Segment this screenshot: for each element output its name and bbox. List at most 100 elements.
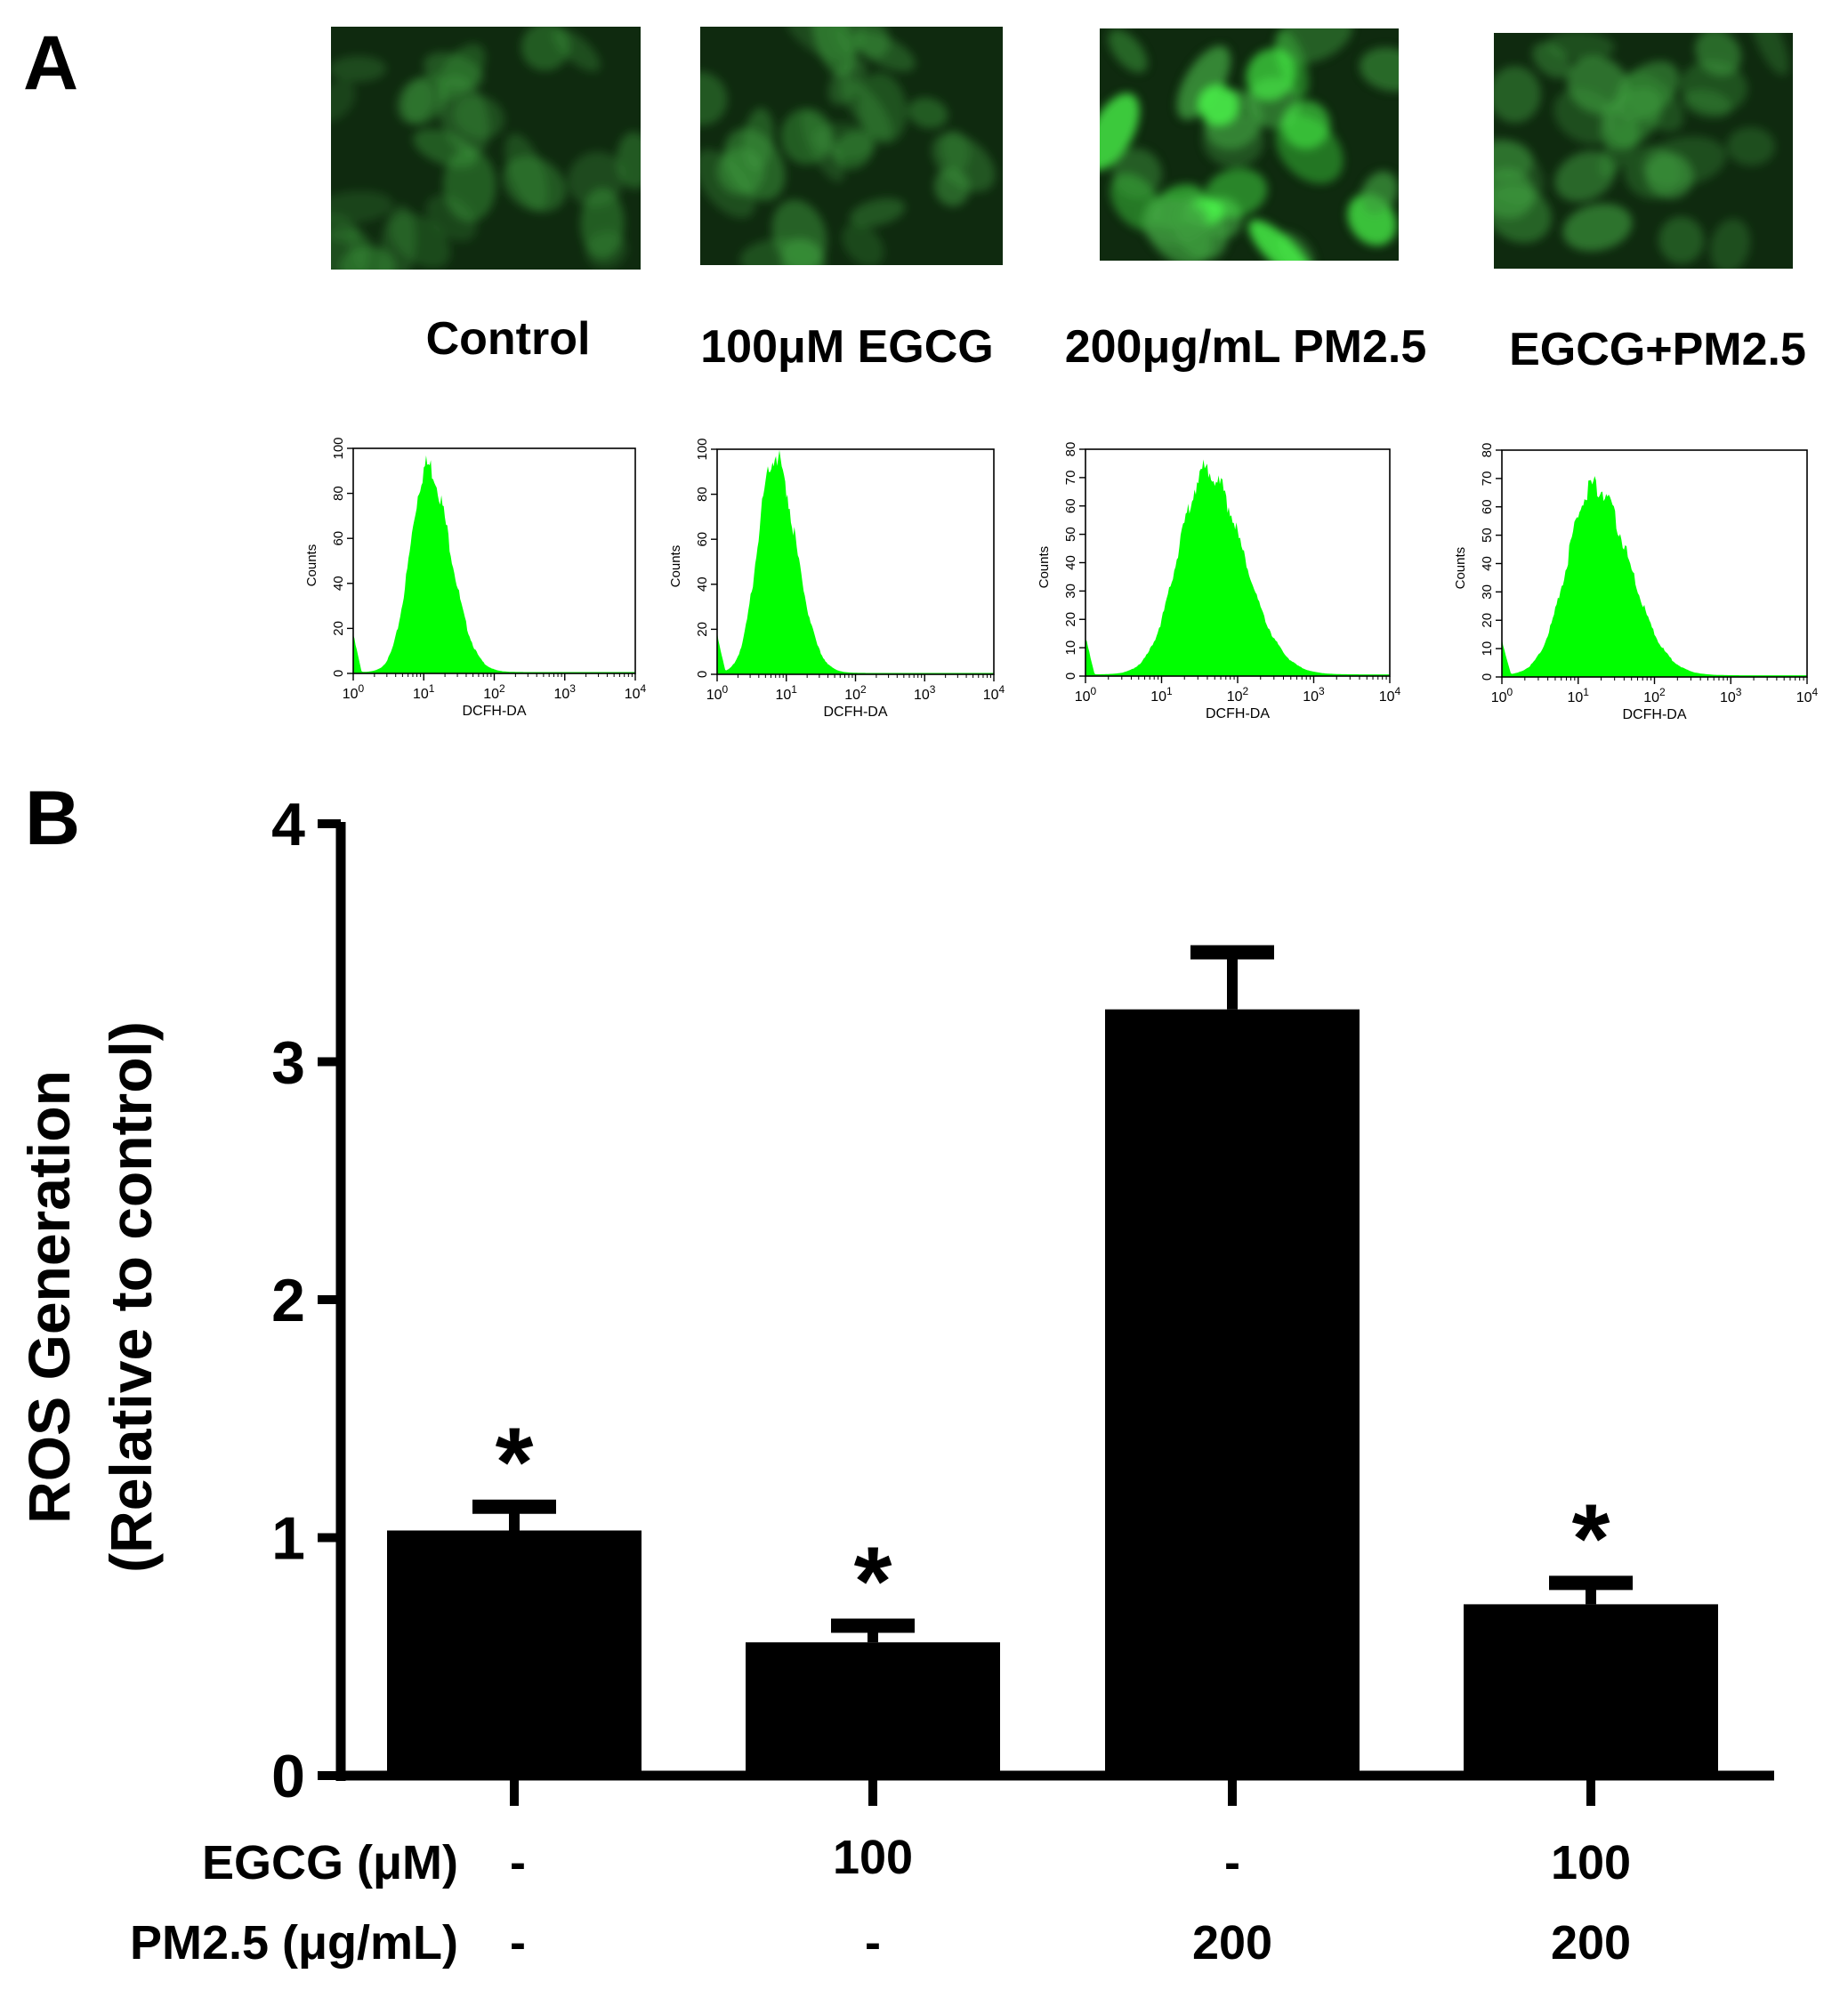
histogram-ytick-label: 100: [695, 438, 710, 460]
group-label-4: EGCG+PM2.5: [1509, 324, 1806, 375]
y-tick-label: 0: [271, 1743, 305, 1810]
treatment-value: -: [1224, 1836, 1240, 1889]
cell: [331, 55, 387, 83]
cells: [331, 27, 641, 270]
cell: [1694, 33, 1742, 77]
histogram-ytick-label: 20: [1480, 613, 1495, 628]
histogram-xlabel: DCFH-DA: [824, 705, 888, 720]
y-axis-title-line1: ROS Generation: [16, 1070, 82, 1524]
panel-b-letter: B: [25, 776, 81, 861]
treatment-value: 100: [833, 1831, 913, 1884]
histogram-xtick-label: 101: [1568, 686, 1590, 705]
cell: [1494, 66, 1541, 123]
histogram-xtick-label: 104: [983, 683, 1005, 703]
histogram-fill: [353, 455, 635, 673]
histogram-fill: [1085, 459, 1390, 676]
cell: [347, 228, 386, 270]
treatment-value: -: [510, 1916, 526, 1970]
histogram-ytick-label: 40: [331, 576, 346, 591]
cell: [1176, 45, 1231, 120]
treatment-row-label: PM2.5 (μg/mL): [130, 1916, 458, 1970]
histogram-ylabel: Counts: [668, 545, 683, 588]
cell: [1658, 216, 1705, 264]
cells: [1100, 28, 1399, 261]
treatment-value: 200: [1551, 1916, 1631, 1970]
histogram-ytick-label: 80: [695, 487, 710, 502]
histogram-fill: [1502, 476, 1807, 677]
cell: [1682, 89, 1732, 118]
cell: [453, 94, 505, 139]
histogram-ytick-label: 40: [1063, 555, 1078, 570]
bar-1: [387, 1530, 642, 1776]
histogram-xtick-label: 102: [483, 682, 505, 702]
histogram-xtick-label: 104: [1796, 686, 1819, 705]
cell: [842, 222, 884, 265]
histogram-ytick-label: 10: [1480, 641, 1495, 657]
cell: [1360, 171, 1398, 216]
cell: [932, 133, 996, 192]
treatment-value: -: [510, 1836, 526, 1889]
cell: [1281, 101, 1331, 149]
cell: [849, 197, 906, 227]
cell: [1360, 47, 1399, 92]
histogram-ytick-label: 40: [695, 576, 710, 592]
histogram-xtick-label: 103: [1720, 686, 1742, 705]
histogram-ytick-label: 60: [1480, 499, 1495, 514]
bar-chart: 0 1 2 3 4 ROS Generation (Relative to control)…: [16, 791, 1774, 1970]
histogram-ytick-label: 50: [1063, 527, 1078, 542]
histogram-ytick-label: 0: [1480, 673, 1495, 681]
histogram-ytick-label: 0: [1063, 673, 1078, 680]
cell: [771, 199, 827, 265]
histogram-xtick-label: 104: [1379, 685, 1401, 705]
histogram-ytick-label: 80: [331, 486, 346, 501]
cell: [503, 156, 567, 213]
histogram-xlabel: DCFH-DA: [1623, 707, 1687, 722]
histogram-xlabel: DCFH-DA: [463, 704, 527, 719]
histogram-ytick-label: 70: [1063, 471, 1078, 486]
micrograph-2: [700, 27, 1003, 265]
treatment-value: 100: [1551, 1836, 1631, 1889]
y-tick-label: 3: [271, 1029, 305, 1097]
significance-star: *: [496, 1408, 534, 1518]
bar-3: [1105, 1009, 1360, 1776]
cells: [700, 27, 996, 265]
histogram-ylabel: Counts: [1037, 546, 1052, 589]
cell: [1709, 218, 1751, 269]
histogram-ytick-label: 60: [695, 532, 710, 547]
histogram-ytick-label: 80: [1063, 442, 1078, 457]
histogram-ytick-label: 20: [695, 622, 710, 637]
cell: [1198, 85, 1239, 125]
cell: [743, 108, 774, 171]
histogram-ytick-label: 50: [1480, 528, 1495, 543]
histogram-xtick-label: 101: [776, 683, 798, 703]
histogram-ytick-label: 60: [331, 531, 346, 546]
cell: [1248, 220, 1312, 261]
histogram-xtick-label: 103: [914, 683, 936, 703]
histogram-ytick-label: 10: [1063, 640, 1078, 656]
bar-2: [746, 1642, 1000, 1776]
cell: [811, 27, 857, 77]
histogram-xtick-label: 100: [343, 682, 365, 702]
histogram-ylabel: Counts: [1453, 547, 1468, 590]
cell: [1750, 33, 1789, 76]
histogram-ytick-label: 60: [1063, 498, 1078, 513]
histogram-ytick-label: 80: [1480, 443, 1495, 458]
cell: [1562, 203, 1633, 252]
y-tick-label: 2: [271, 1267, 305, 1334]
cell: [1726, 126, 1775, 166]
micrograph-3: [1100, 28, 1399, 261]
cell: [1204, 168, 1268, 218]
histogram-xtick-label: 102: [844, 683, 867, 703]
histogram-xtick-label: 100: [1491, 686, 1513, 705]
histogram-xtick-label: 104: [625, 682, 647, 702]
histogram-1: 0 20 40 60 80 100 Counts 100 101 102 103 104 DCFH-DA: [304, 437, 647, 719]
cell: [396, 78, 435, 125]
histogram-xtick-label: 103: [1303, 685, 1325, 705]
cell: [1274, 28, 1353, 64]
histogram-3: 0 10 20 30 40 50 60 70 80 Counts 100 101 102 103 104 DC…: [1037, 442, 1401, 721]
treatment-value: -: [865, 1916, 881, 1970]
cell: [1246, 48, 1296, 101]
cells: [1494, 33, 1789, 269]
cell: [855, 27, 890, 59]
